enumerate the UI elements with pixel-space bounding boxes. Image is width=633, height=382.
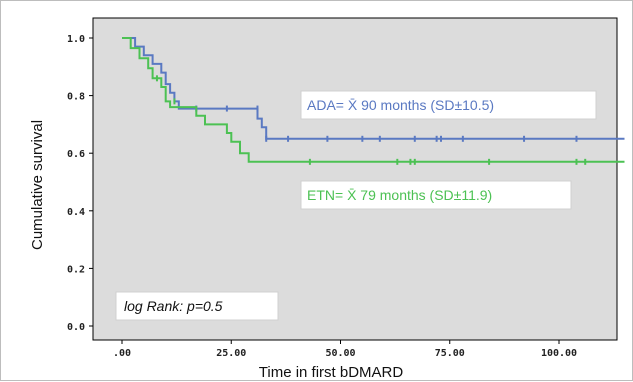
logrank-annotation: log Rank: p=0.5	[124, 298, 223, 314]
y-axis: 0.0 0.2 0.4 0.6 0.8 1.0	[67, 34, 93, 333]
y-tick-label: 0.4	[67, 207, 85, 218]
y-tick-label: 0.8	[67, 92, 85, 103]
series-line-etn	[122, 37, 625, 163]
x-axis: .00 25.00 50.00 75.00 100.00	[113, 340, 577, 359]
x-tick-label: .00	[113, 348, 131, 359]
ada-annotation-box	[300, 90, 597, 120]
x-axis-title: Time in first bDMARD	[259, 364, 404, 381]
y-tick-label: 0.6	[67, 149, 85, 160]
y-tick-label: 0.2	[67, 264, 85, 275]
x-tick-label: 25.00	[216, 348, 246, 359]
series-layer	[122, 37, 625, 165]
x-tick-label: 75.00	[435, 348, 465, 359]
logrank-box	[115, 291, 279, 321]
plot-area	[92, 17, 618, 341]
y-axis-title: Cumulative survival	[29, 120, 46, 250]
etn-annotation-box	[300, 180, 572, 210]
series-line-ada	[122, 37, 625, 140]
x-tick-label: 50.00	[325, 348, 355, 359]
y-tick-label: 0.0	[67, 322, 85, 333]
x-tick-label: 100.00	[541, 348, 577, 359]
ada-annotation: ADA= X̄ 90 months (SD±10.5)	[307, 97, 494, 113]
etn-annotation: ETN= X̄ 79 months (SD±11.9)	[307, 187, 492, 203]
y-tick-label: 1.0	[67, 34, 85, 45]
